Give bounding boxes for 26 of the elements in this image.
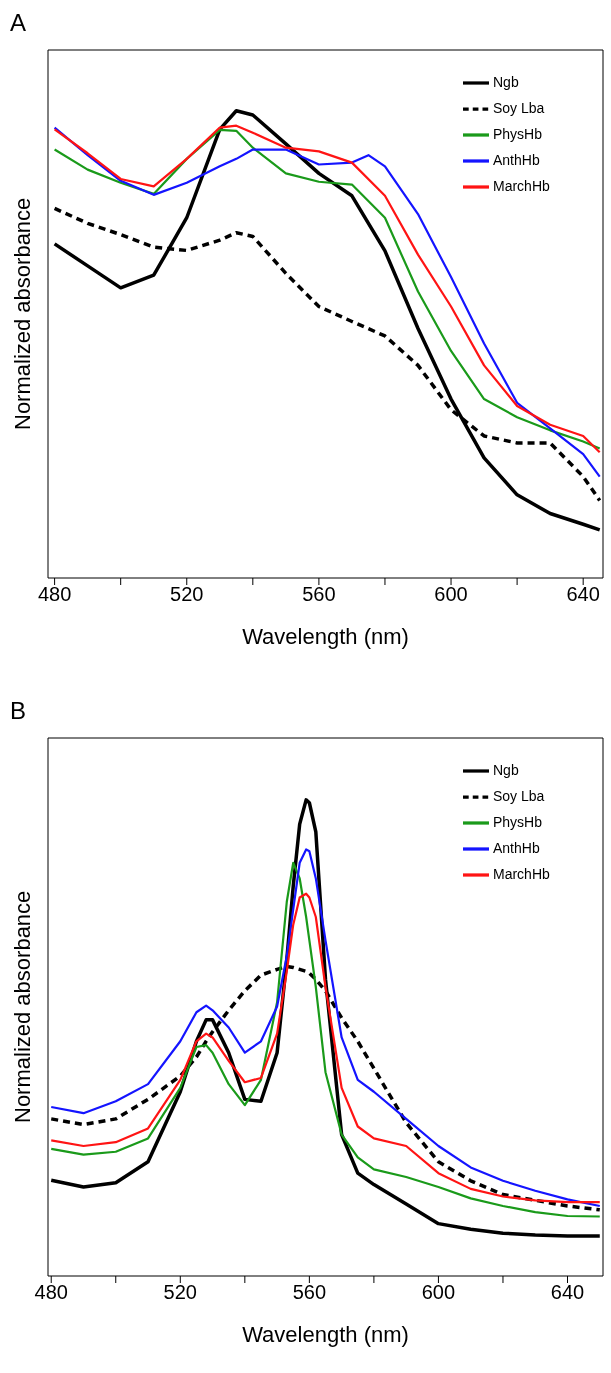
x-tick-label: 640: [566, 583, 600, 606]
x-tick-label: 560: [302, 583, 336, 606]
x-tick-label: 600: [434, 583, 468, 606]
x-tick-label: 480: [37, 583, 72, 606]
x-axis-title: Wavelength (nm): [242, 1322, 409, 1347]
chart-title: A: [10, 9, 27, 36]
legend-label: AnthHb: [493, 151, 540, 168]
x-tick-label: 640: [550, 1281, 585, 1304]
legend-label: AnthHb: [493, 839, 540, 856]
x-tick-label: 600: [421, 1281, 456, 1304]
legend-label: Ngb: [493, 73, 519, 90]
chart-title: B: [10, 697, 27, 724]
legend-label: Ngb: [493, 761, 519, 778]
legend-label: MarchHb: [493, 865, 550, 882]
y-axis-title: Normalized absorbance: [9, 889, 36, 1126]
legend-label: PhysHb: [493, 813, 543, 830]
x-tick-label: 520: [163, 1281, 197, 1304]
legend-label: PhysHb: [493, 125, 543, 142]
legend-label: MarchHb: [493, 177, 550, 194]
legend-label: Soy Lba: [493, 99, 545, 116]
x-tick-label: 560: [292, 1281, 327, 1304]
legend-label: Soy Lba: [493, 787, 545, 804]
x-tick-label: 520: [170, 583, 204, 606]
x-tick-label: 480: [34, 1281, 68, 1304]
y-axis-title: Normalized absorbance: [9, 196, 36, 433]
x-axis-title: Wavelength (nm): [242, 624, 409, 649]
